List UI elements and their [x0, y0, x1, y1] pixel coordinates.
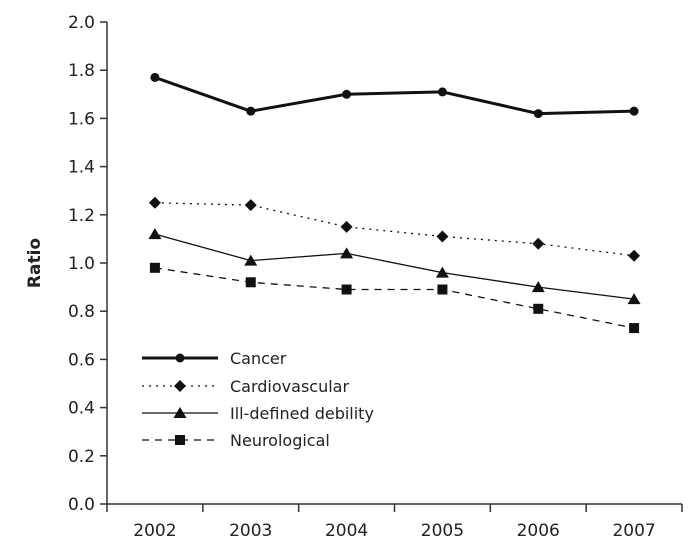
data-point	[531, 281, 545, 293]
legend-label: Neurological	[230, 431, 330, 450]
x-axis: 2002 2003 2004 2005 2006 2007	[106, 503, 683, 541]
x-tick-label: 2003	[229, 521, 272, 541]
x-tick-label: 2004	[325, 521, 368, 541]
data-point	[627, 293, 641, 305]
legend-label: Cardiovascular	[230, 377, 349, 396]
data-point	[533, 109, 543, 119]
series-ill-defined-debility	[148, 228, 641, 305]
y-axis-title: Ratio	[25, 238, 45, 288]
series-cancer	[150, 72, 639, 119]
series-line	[154, 202, 635, 257]
data-point	[244, 199, 257, 212]
data-point	[628, 249, 641, 262]
legend-marker	[175, 353, 185, 363]
data-point	[437, 284, 448, 295]
legend-marker	[175, 435, 185, 445]
y-tick-label: 0.8	[68, 302, 95, 322]
legend-item: Cancer	[142, 349, 287, 368]
data-point	[244, 254, 258, 266]
legend-item: Neurological	[142, 431, 330, 450]
legend-marker	[173, 407, 187, 418]
series-line	[154, 267, 635, 329]
data-point	[246, 106, 256, 116]
y-tick-label: 0.6	[68, 350, 95, 370]
data-point	[435, 266, 449, 278]
y-tick-label: 0.0	[68, 495, 95, 515]
data-point	[150, 72, 160, 82]
data-point	[148, 228, 162, 240]
series-line	[154, 76, 635, 116]
x-tick-label: 2005	[421, 521, 464, 541]
y-tick-label: 0.2	[68, 447, 95, 467]
data-point	[629, 106, 639, 116]
series-neurological	[149, 262, 640, 334]
legend-label: Cancer	[230, 349, 287, 368]
y-tick-label: 2.0	[68, 13, 95, 33]
legend-item: Ill-defined debility	[142, 404, 374, 423]
legend-item: Cardiovascular	[142, 377, 349, 396]
y-tick-label: 1.2	[68, 206, 95, 226]
series-cardiovascular	[148, 196, 641, 262]
data-point	[436, 230, 449, 243]
plot-area	[148, 72, 641, 334]
y-tick-label: 1.8	[68, 61, 95, 81]
data-point	[533, 303, 544, 314]
series-line	[154, 233, 635, 300]
y-axis: 0.0 0.2 0.4 0.6 0.8 1.0 1.2 1.4 1.6 1.8 2.0	[68, 13, 108, 515]
legend-label: Ill-defined debility	[230, 404, 374, 423]
data-point	[245, 277, 256, 288]
x-tick-label: 2002	[133, 521, 176, 541]
data-point	[341, 284, 352, 295]
y-tick-label: 1.4	[68, 158, 95, 178]
data-point	[148, 196, 161, 209]
data-point	[342, 89, 352, 99]
x-tick-label: 2007	[612, 521, 655, 541]
legend: Cancer Cardiovascular Ill-defined debility…	[142, 349, 374, 450]
data-point	[437, 87, 447, 97]
y-tick-label: 1.0	[68, 254, 95, 274]
data-point	[340, 220, 353, 233]
data-point	[532, 237, 545, 250]
data-point	[340, 247, 354, 259]
y-tick-label: 1.6	[68, 109, 95, 129]
data-point	[149, 262, 160, 273]
legend-marker	[174, 380, 186, 392]
x-tick-label: 2006	[517, 521, 560, 541]
y-tick-label: 0.4	[68, 399, 95, 419]
data-point	[629, 323, 640, 334]
